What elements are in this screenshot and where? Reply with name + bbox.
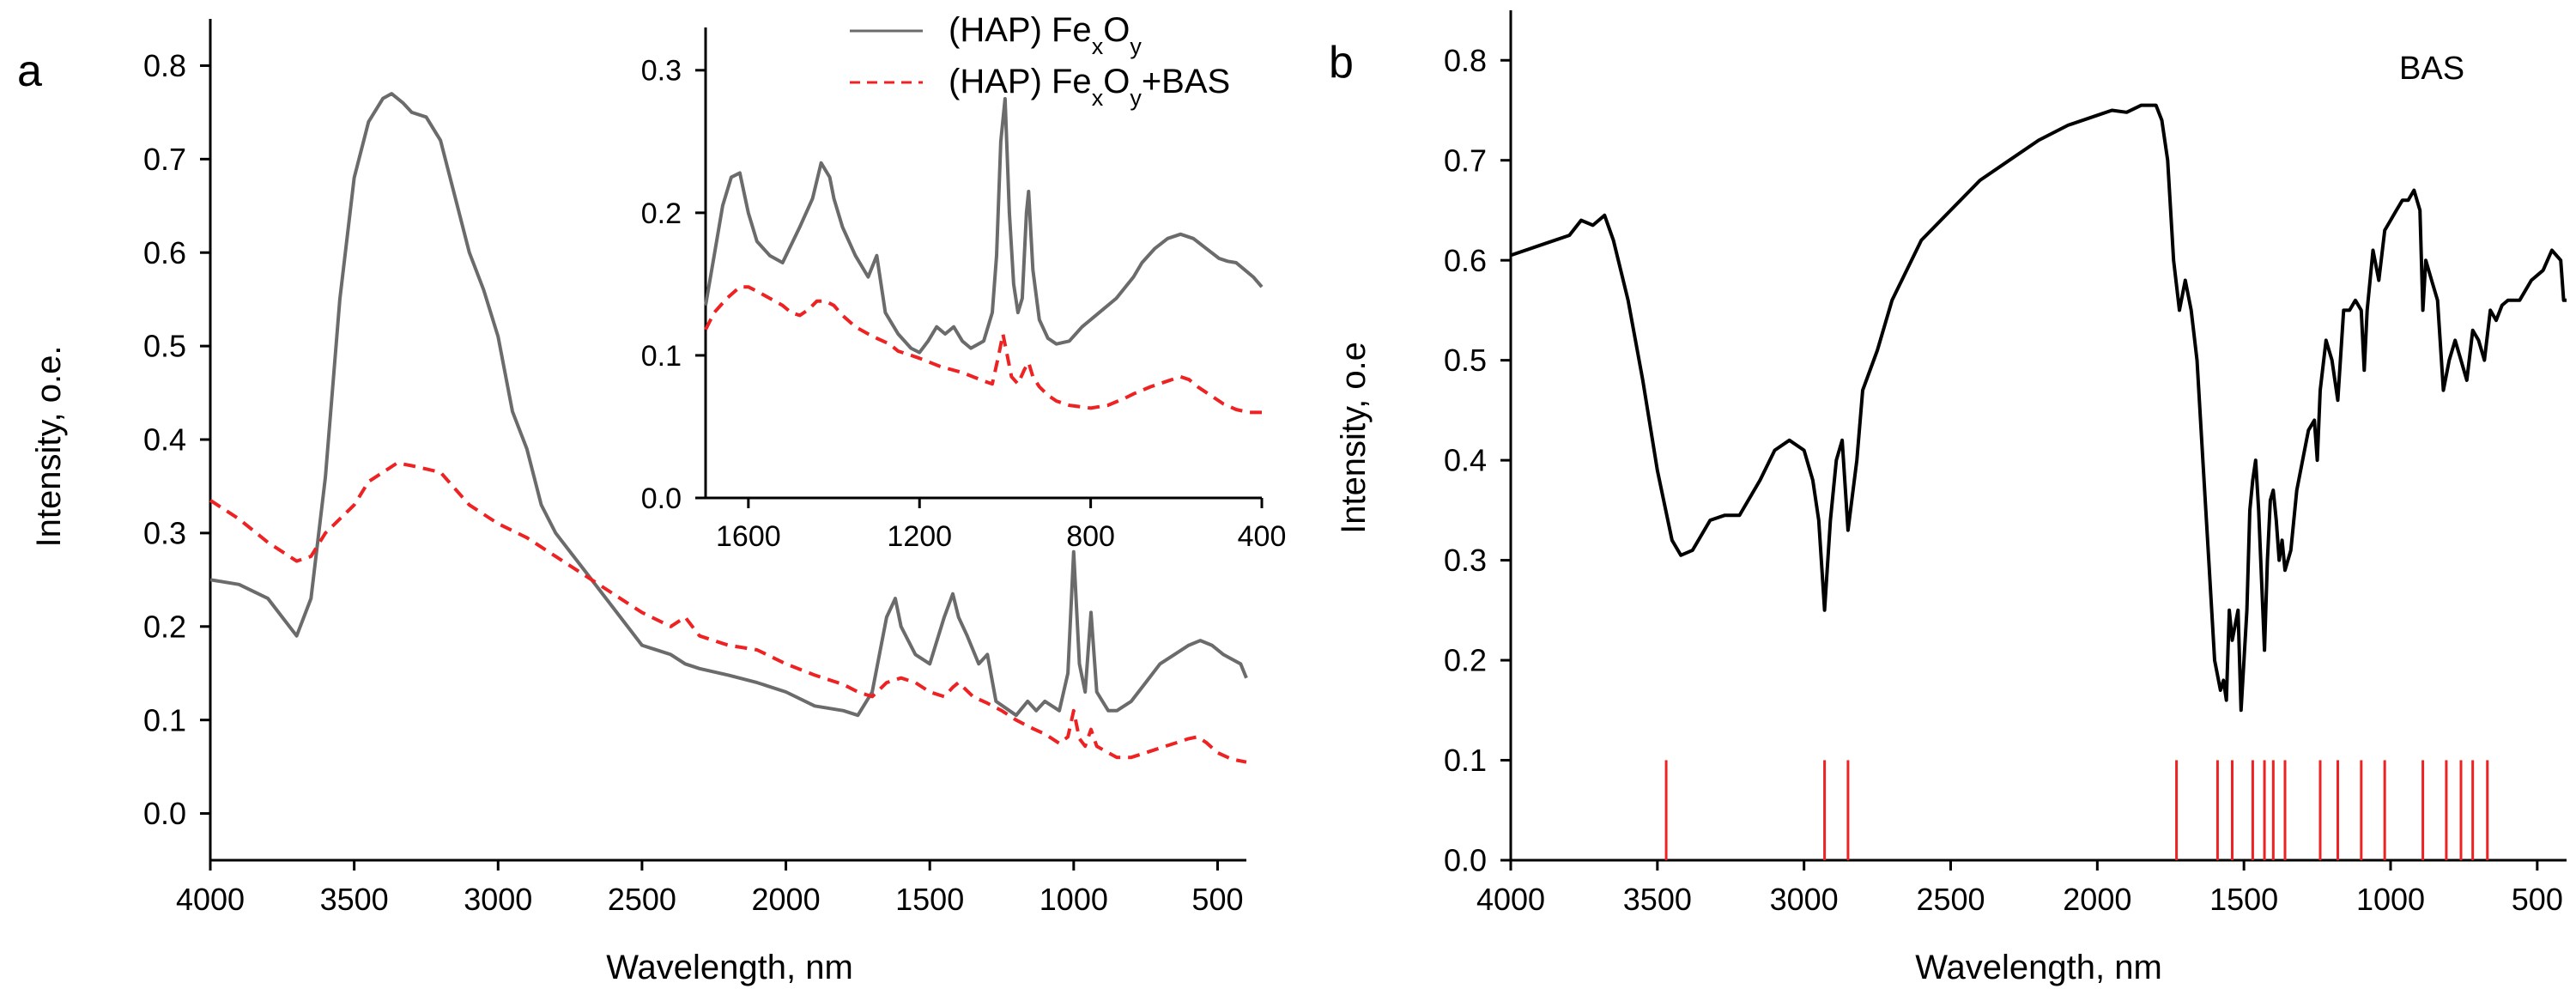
panel-a-series <box>209 92 1248 764</box>
inset-series-line-1 <box>704 97 1264 355</box>
panel-a-y-tick-label: 0.1 <box>143 702 186 737</box>
panel-b-y-tick-label: 0.1 <box>1444 743 1487 778</box>
panel-a-x-axis-label: Wavelength, nm <box>606 949 853 986</box>
panel-b-x-tick-label: 1500 <box>2209 882 2278 917</box>
panel-b-x-tick-label: 2500 <box>1916 882 1985 917</box>
panel-b-y-tick-label: 0.7 <box>1444 143 1487 178</box>
panel-b-x-tick-label: 500 <box>2512 882 2563 917</box>
inset-y-tick-label: 0.0 <box>641 482 682 515</box>
panel-a-x-tick-label: 4000 <box>176 882 245 917</box>
panel-a-x-tick-label: 2000 <box>752 882 821 917</box>
panel-b-y-tick-label: 0.8 <box>1444 43 1487 78</box>
inset-series <box>704 97 1264 415</box>
inset-y-tick-label: 0.3 <box>641 55 682 88</box>
panel-a-inset: 0.0 0.1 0.2 0.3 1600 1200 800 400 <box>641 27 1286 553</box>
panel-a-x-ticks: 4000 3500 3000 2500 2000 1500 1000 500 <box>176 860 1244 917</box>
panel-b-x-tick-label: 3500 <box>1623 882 1692 917</box>
inset-x-tick-label: 800 <box>1066 520 1115 553</box>
inset-y-ticks: 0.0 0.1 0.2 0.3 <box>641 55 706 515</box>
panel-b-y-tick-label: 0.3 <box>1444 543 1487 578</box>
inset-x-tick-label: 1200 <box>887 520 952 553</box>
panel-b-x-tick-label: 3000 <box>1770 882 1839 917</box>
panel-label-a: a <box>17 46 42 96</box>
panel-b: b 0.0 0.1 0.2 0.3 0.4 0.5 0.6 0.7 0.8 4000 3500 30… <box>1329 10 2567 986</box>
panel-a-y-tick-label: 0.5 <box>143 329 186 364</box>
legend-label-hap-fexoy: (HAP) FexOy <box>949 11 1142 59</box>
inset-series-line-2 <box>704 285 1262 415</box>
legend-label-hap-fexoy-bas: (HAP) FexOy+BAS <box>949 63 1230 111</box>
panel-a-series-line-1 <box>209 92 1248 718</box>
panel-b-x-tick-label: 2000 <box>2063 882 2131 917</box>
panel-b-y-tick-label: 0.0 <box>1444 843 1487 878</box>
panel-a-y-tick-label: 0.2 <box>143 609 186 644</box>
panel-a-x-tick-label: 2500 <box>608 882 676 917</box>
panel-label-b: b <box>1329 38 1354 88</box>
panel-a-y-ticks: 0.0 0.1 0.2 0.3 0.4 0.5 0.6 0.7 0.8 <box>143 48 210 831</box>
inset-x-ticks: 1600 1200 800 400 <box>716 498 1286 553</box>
panel-a-y-tick-label: 0.0 <box>143 796 186 831</box>
panel-b-x-tick-label: 4000 <box>1476 882 1545 917</box>
panel-a-series-line-2 <box>209 461 1247 764</box>
panel-a-x-tick-label: 500 <box>1191 882 1243 917</box>
panel-b-y-axis-label: Intensity, o.e <box>1335 342 1373 534</box>
legend: (HAP) FexOy (HAP) FexOy+BAS <box>850 11 1230 111</box>
panel-b-series <box>1510 103 2567 713</box>
panel-a: a 0.0 0.1 0.2 0.3 0.4 0.5 0.6 0.7 0.8 4000 3500 30… <box>17 11 1286 986</box>
panel-a-y-axis-label: Intensity, o.e. <box>30 346 68 548</box>
panel-a-x-tick-label: 1500 <box>895 882 964 917</box>
inset-y-tick-label: 0.1 <box>641 340 682 373</box>
inset-y-tick-label: 0.2 <box>641 197 682 230</box>
panel-b-y-ticks: 0.0 0.1 0.2 0.3 0.4 0.5 0.6 0.7 0.8 <box>1444 43 1511 878</box>
panel-a-y-tick-label: 0.4 <box>143 422 186 458</box>
panel-b-y-tick-label: 0.5 <box>1444 343 1487 378</box>
panel-a-y-tick-label: 0.3 <box>143 515 186 550</box>
panel-b-annotation: BAS <box>2399 51 2464 87</box>
panel-b-x-axis-label: Wavelength, nm <box>1915 949 2162 986</box>
panel-a-y-tick-label: 0.8 <box>143 48 186 83</box>
panel-b-x-tick-label: 1000 <box>2356 882 2425 917</box>
panel-a-y-tick-label: 0.6 <box>143 235 186 270</box>
inset-x-tick-label: 400 <box>1238 520 1287 553</box>
panel-a-x-tick-label: 3000 <box>464 882 532 917</box>
panel-b-y-tick-label: 0.2 <box>1444 643 1487 678</box>
inset-x-tick-label: 1600 <box>716 520 781 553</box>
panel-b-x-ticks: 4000 3500 3000 2500 2000 1500 1000 500 <box>1476 860 2563 917</box>
panel-b-series-line-1 <box>1510 103 2567 713</box>
panel-b-y-tick-label: 0.4 <box>1444 443 1487 478</box>
panel-a-x-tick-label: 1000 <box>1039 882 1108 917</box>
panel-a-y-tick-label: 0.7 <box>143 142 186 177</box>
panel-b-y-tick-label: 0.6 <box>1444 243 1487 278</box>
panel-a-x-tick-label: 3500 <box>320 882 389 917</box>
panel-b-reference-lines <box>1664 760 2489 860</box>
